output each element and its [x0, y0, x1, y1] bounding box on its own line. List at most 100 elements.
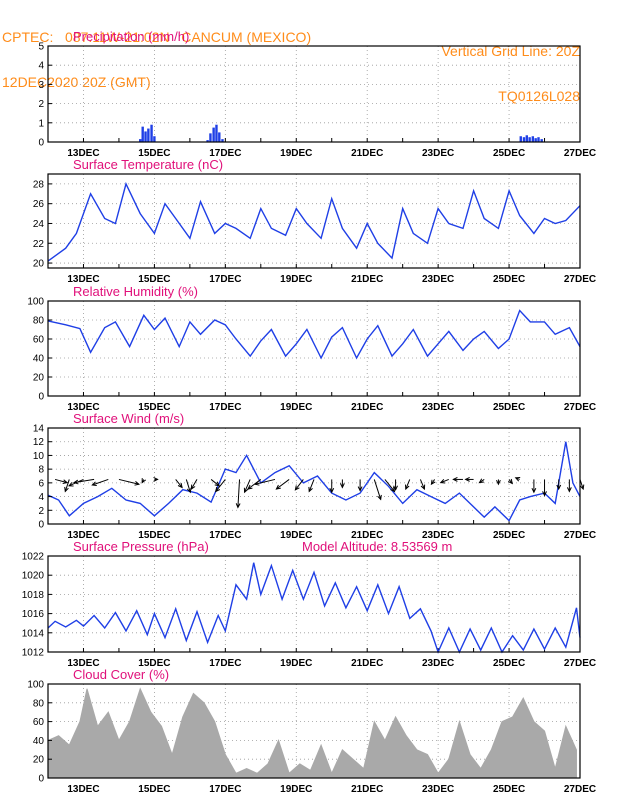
wind-vector-head: [514, 477, 521, 482]
wind-vector-head: [294, 485, 300, 491]
x-tick-label: 13DEC: [67, 658, 99, 669]
cloud-cover-area: [47, 687, 577, 779]
x-tick-label: 27DEC: [564, 148, 596, 159]
wind-vector-head: [329, 487, 335, 494]
y-tick-label: 40: [33, 736, 45, 747]
wind-vector-head: [420, 484, 426, 491]
precip-bar: [540, 139, 543, 142]
wind-vector: [210, 479, 220, 487]
y-tick-label: 1020: [22, 571, 45, 582]
x-tick-label: 27DEC: [564, 402, 596, 413]
precip-bar: [147, 128, 150, 142]
wind-vector: [373, 479, 382, 500]
wind-vector-head: [566, 487, 572, 493]
wind-vector-head: [190, 484, 196, 491]
wind-vector: [215, 479, 226, 492]
grid-note: Vertical Grid Line: 20Z: [441, 43, 580, 59]
precip-bar: [528, 137, 531, 142]
x-tick-label: 13DEC: [67, 274, 99, 285]
x-tick-label: 17DEC: [209, 148, 241, 159]
y-tick-label: 60: [33, 717, 45, 728]
wind-vector-head: [339, 483, 345, 489]
x-tick-label: 25DEC: [493, 274, 525, 285]
wind-vector-head: [247, 484, 253, 490]
precip-bar: [141, 126, 144, 142]
x-tick-label: 23DEC: [422, 402, 454, 413]
y-tick-label: 0: [38, 774, 44, 785]
x-tick-label: 25DEC: [493, 658, 525, 669]
precip-bar: [537, 137, 540, 142]
x-tick-label: 23DEC: [422, 784, 454, 795]
wind-vector: [254, 478, 276, 485]
y-tick-label: 0: [38, 520, 44, 531]
series-line: [47, 181, 581, 262]
x-tick-label: 21DEC: [351, 658, 383, 669]
x-tick-label: 15DEC: [138, 148, 170, 159]
wind-vector-head: [275, 484, 281, 490]
y-tick-label: 0: [38, 138, 44, 149]
y-tick-label: 1018: [22, 590, 45, 601]
y-tick-label: 2: [38, 99, 44, 110]
wind-vector-head: [215, 486, 221, 493]
precip-bar: [206, 140, 209, 142]
wind-vector: [175, 479, 183, 488]
y-tick-label: 0: [38, 392, 44, 403]
x-tick-label: 27DEC: [564, 658, 596, 669]
wind-vector: [244, 479, 251, 493]
precip-bar: [212, 127, 215, 142]
x-tick-label: 17DEC: [209, 530, 241, 541]
x-tick-label: 13DEC: [67, 402, 99, 413]
x-tick-label: 23DEC: [422, 658, 454, 669]
x-tick-label: 17DEC: [209, 402, 241, 413]
y-tick-label: 100: [27, 680, 44, 691]
x-tick-label: 25DEC: [493, 402, 525, 413]
y-tick-label: 14: [33, 424, 45, 435]
precip-bar: [534, 138, 537, 142]
wind-vector: [92, 478, 109, 486]
precip-bar: [153, 136, 156, 142]
panel-annotation: Model Altitude: 8.53569 m: [302, 539, 452, 554]
panel-frame: [47, 45, 581, 143]
wind-vector: [384, 479, 395, 492]
product-code: TQ0126L028: [498, 88, 580, 104]
wind-vector-head: [496, 479, 501, 486]
wind-vector-head: [439, 478, 446, 484]
x-tick-label: 25DEC: [493, 148, 525, 159]
x-tick-label: 19DEC: [280, 274, 312, 285]
x-tick-label: 17DEC: [209, 658, 241, 669]
y-tick-label: 1022: [22, 552, 45, 563]
x-tick-label: 13DEC: [67, 530, 99, 541]
precip-bar: [144, 131, 147, 142]
panel-frame: [47, 555, 581, 653]
y-tick-label: 20: [33, 373, 45, 384]
series-line: [47, 562, 581, 654]
header-right: Vertical Grid Line: 20Z TQ0126L028: [441, 14, 580, 119]
series-line: [47, 441, 581, 522]
y-tick-label: 1016: [22, 609, 45, 620]
y-tick-label: 40: [33, 354, 45, 365]
wind-vector-head: [62, 479, 69, 484]
wind-vector-head: [153, 477, 159, 482]
x-tick-label: 15DEC: [138, 402, 170, 413]
x-tick-label: 19DEC: [280, 148, 312, 159]
wind-vector: [276, 479, 290, 490]
wind-vector-head: [531, 487, 537, 494]
wind-vector-head: [556, 484, 562, 491]
x-tick-label: 15DEC: [138, 784, 170, 795]
station-line: CPTEC: 087:11W-21:02N CANCUM (MEXICO): [2, 29, 312, 45]
y-tick-label: 28: [33, 179, 45, 190]
precip-bar: [209, 133, 212, 142]
precip-bar: [139, 139, 142, 142]
panel-frame: [47, 427, 581, 525]
x-tick-label: 19DEC: [280, 658, 312, 669]
x-tick-label: 27DEC: [564, 274, 596, 285]
y-tick-label: 1012: [22, 648, 45, 659]
y-tick-label: 20: [33, 259, 45, 270]
header-left: CPTEC: 087:11W-21:02N CANCUM (MEXICO) 12…: [2, 0, 311, 105]
x-tick-label: 21DEC: [351, 402, 383, 413]
wind-vector: [294, 479, 304, 491]
wind-vector-head: [478, 478, 484, 484]
wind-vector-head: [507, 478, 513, 485]
wind-vector: [185, 479, 191, 493]
y-tick-label: 26: [33, 199, 45, 210]
